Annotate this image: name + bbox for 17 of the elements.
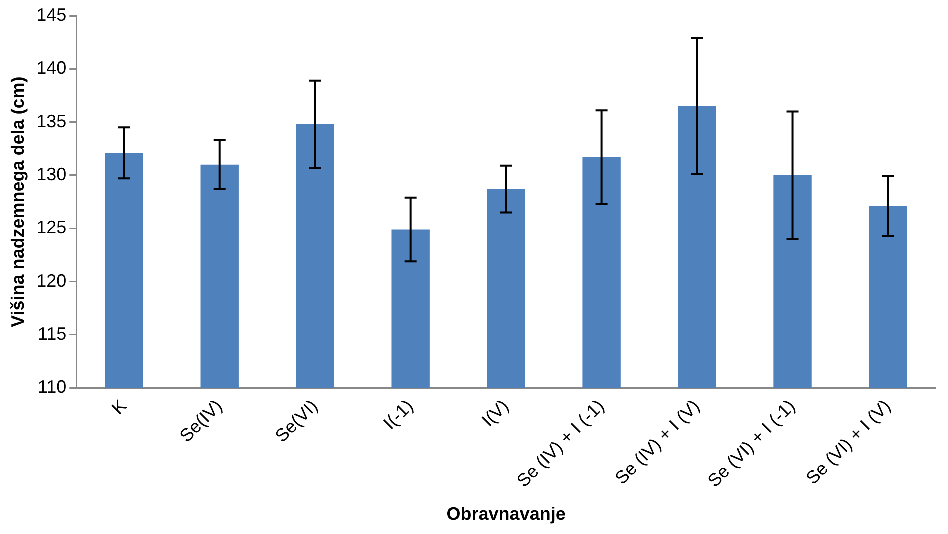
x-tick-label: Se (VI) + I (V): [802, 396, 895, 488]
y-tick-label: 145: [36, 4, 67, 25]
x-tick-label: Se (IV) + I (-1): [513, 396, 608, 492]
x-tick-label: I(V): [478, 396, 513, 431]
x-tick-label: Se (IV) + I (V): [611, 396, 704, 488]
y-axis-title: Višina nadzemnega dela (cm): [8, 76, 28, 328]
x-axis-title: Obravnavanje: [446, 504, 566, 524]
y-tick-label: 130: [36, 164, 67, 184]
y-tick-label: 125: [36, 218, 67, 238]
y-tick-label: 115: [38, 324, 67, 344]
x-tick-label: I(-1): [380, 396, 418, 434]
y-tick-label: 135: [36, 111, 67, 132]
y-tick-label: 120: [36, 270, 67, 291]
x-tick-label: Se (VI) + I (-1): [704, 396, 800, 492]
y-tick-label: 110: [38, 377, 67, 398]
x-tick-label: K: [108, 396, 131, 419]
y-tick-label: 140: [36, 58, 67, 78]
